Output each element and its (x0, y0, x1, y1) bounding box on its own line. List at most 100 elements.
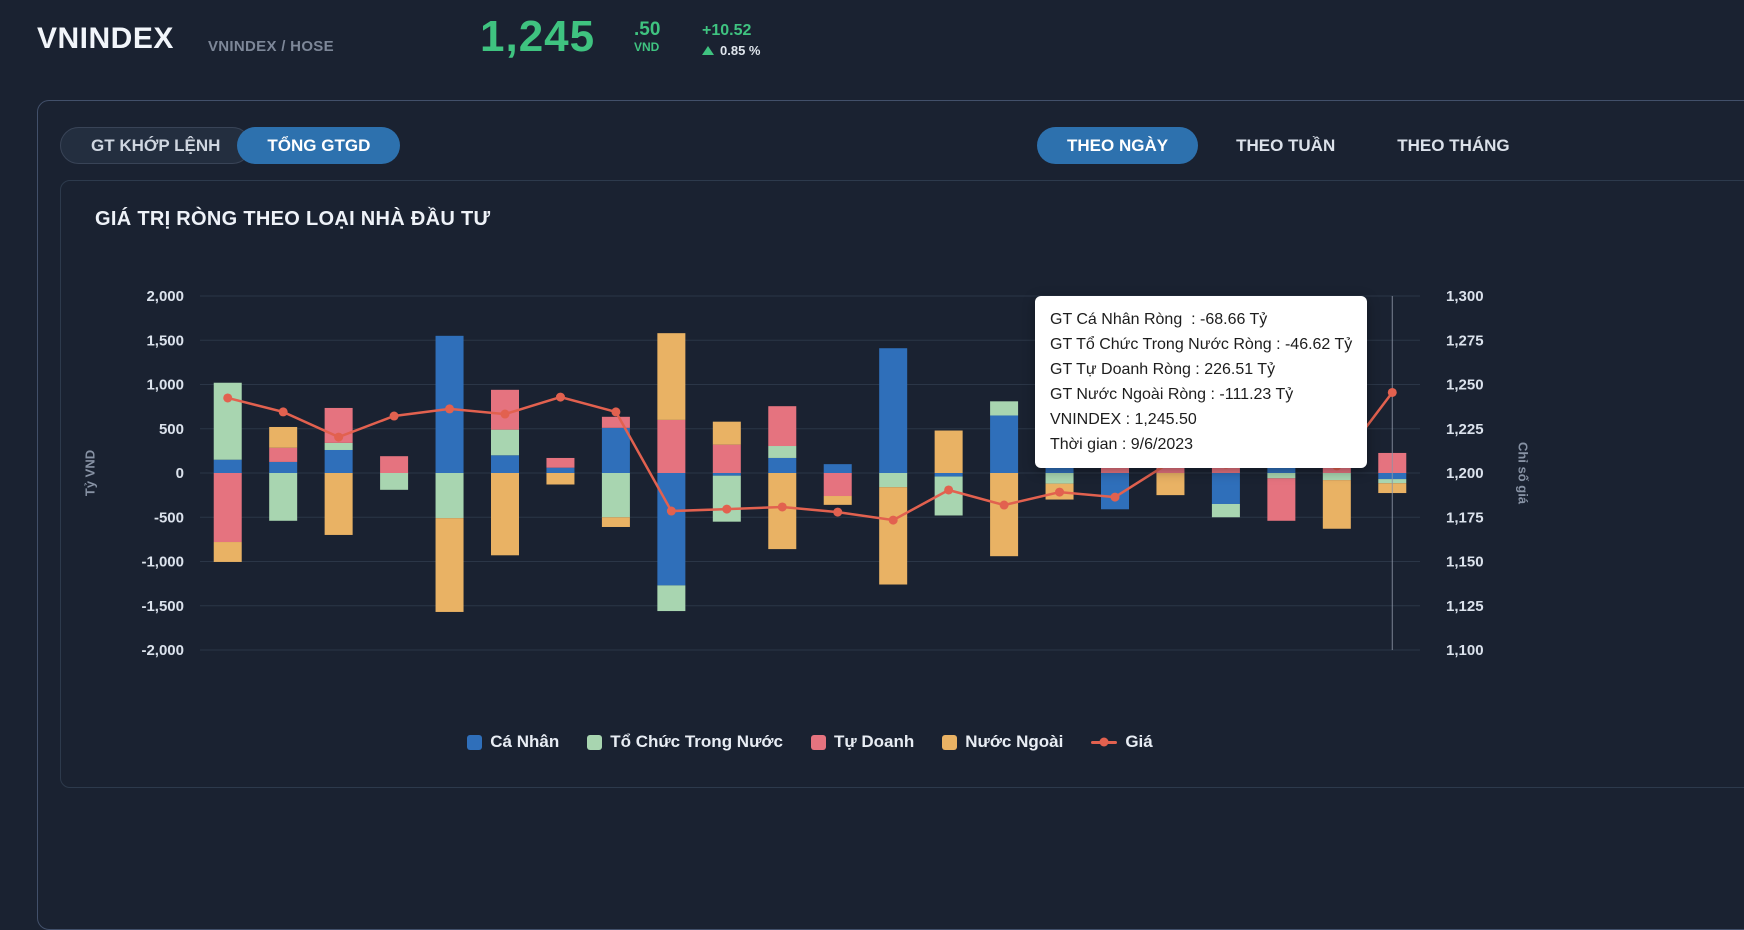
y-tick-right: 1,200 (1446, 465, 1484, 482)
header: VNINDEX VNINDEX / HOSE 1,245 .50 VND +10… (0, 0, 1744, 100)
legend-swatch-icon (467, 734, 483, 750)
period-tabs: THEO NGÀY THEO TUẦN THEO THÁNG (1037, 127, 1534, 164)
tab-gt-khop-lenh[interactable]: GT KHỚP LỆNH (60, 127, 252, 164)
bar-segment (213, 473, 242, 543)
price-decimal: .50 (634, 19, 661, 40)
net-value-chart[interactable]: 2,000 1,300 1,500 1,275 1,000 1,250 500 1,225 0 1… (60, 180, 1744, 786)
bar-segment (546, 457, 575, 468)
tab-theo-thang[interactable]: THEO THÁNG (1397, 135, 1510, 155)
symbol-exchange: VNINDEX / HOSE (208, 38, 334, 55)
chart-tooltip: GT Cá Nhân Ròng : -68.66 Tỷ GT Tổ Chức T… (1035, 296, 1368, 468)
symbol-title: VNINDEX (37, 22, 174, 55)
price-dot (722, 504, 732, 514)
bar-segment (823, 473, 852, 497)
bar-segment (879, 487, 908, 585)
value-type-tabs: GT KHỚP LỆNH TỔNG GTGD (60, 127, 401, 164)
bar-segment (380, 456, 409, 473)
y-tick-right: 1,175 (1446, 509, 1484, 526)
bar-segment (823, 464, 852, 473)
price-dot (500, 409, 510, 419)
legend-label: Giá (1125, 732, 1153, 751)
price-value: 1,245 (480, 12, 596, 61)
bar-segment (990, 473, 1019, 557)
y-tick-right: 1,300 (1446, 288, 1484, 305)
tooltip-line: Thời gian : 9/6/2023 (1050, 436, 1194, 453)
y-tick-right: 1,250 (1446, 377, 1484, 394)
chart-panel (60, 180, 1744, 788)
legend-item-1[interactable]: Tổ Chức Trong Nước (587, 732, 783, 752)
bar-segment (990, 415, 1019, 473)
bar-segment (601, 473, 630, 518)
bar-segment (491, 473, 519, 556)
price-dot (389, 411, 399, 421)
price-dot (334, 432, 344, 442)
bar-segment (269, 447, 298, 462)
price-dot (833, 507, 843, 517)
y-tick-left: 1,500 (146, 332, 184, 349)
bar-segment (1267, 478, 1296, 521)
bar-segment (324, 442, 353, 450)
price-dot (944, 485, 954, 495)
y-tick-right: 1,225 (1446, 421, 1484, 438)
bar-segment (657, 585, 686, 612)
y-tick-left: -1,500 (141, 598, 184, 615)
legend-item-3[interactable]: Nước Ngoài (942, 732, 1063, 752)
price-dot (666, 506, 676, 516)
y-tick-right: 1,100 (1446, 642, 1484, 659)
legend-item-2[interactable]: Tự Doanh (810, 732, 914, 752)
bar-segment (269, 473, 298, 521)
bar-segment (768, 457, 797, 473)
legend-label: Cá Nhân (490, 732, 560, 751)
bar-segment (1267, 473, 1296, 479)
bar-segment (269, 426, 298, 448)
tab-theo-ngay[interactable]: THEO NGÀY (1037, 127, 1199, 164)
bar-segment (213, 459, 242, 473)
y-tick-right: 1,150 (1446, 554, 1484, 571)
y-tick-left: 1,000 (146, 377, 184, 394)
legend-swatch-icon (587, 734, 603, 750)
price-dot (223, 393, 233, 403)
tab-theo-tuan[interactable]: THEO TUẦN (1236, 135, 1336, 155)
price-dot (555, 392, 565, 402)
legend-swatch-icon (942, 734, 958, 750)
bar-segment (657, 473, 686, 586)
y-axis-left-label: Tỷ VND (82, 449, 98, 497)
price-change: +10.52 (702, 22, 752, 39)
y-tick-left: 2,000 (146, 288, 184, 305)
bar-segment (435, 335, 464, 473)
tab-tong-gtgd[interactable]: TỔNG GTGD (237, 127, 401, 164)
bar-segment (380, 473, 409, 490)
tooltip-line: GT Nước Ngoài Ròng : -111.23 Tỷ (1050, 386, 1294, 403)
bar-segment (491, 429, 519, 456)
bar-segment (1267, 464, 1296, 473)
legend-line-icon (1091, 737, 1118, 747)
chart-title: GIÁ TRỊ RÒNG THEO LOẠI NHÀ ĐẦU TƯ (95, 208, 491, 230)
bar-segment (1211, 473, 1240, 504)
bar-segment (213, 542, 242, 562)
bar-segment (768, 406, 797, 447)
y-tick-left: -500 (154, 509, 184, 526)
bar-segment (1156, 473, 1185, 496)
bar-segment (601, 416, 630, 428)
y-tick-left: 500 (159, 421, 184, 438)
tooltip-line: GT Cá Nhân Ròng : -68.66 Tỷ (1050, 311, 1268, 328)
legend-label: Nước Ngoài (965, 732, 1064, 751)
bar-segment (324, 449, 353, 473)
price-dot (1110, 492, 1120, 502)
price-currency: VND (634, 40, 660, 54)
price-dot (777, 502, 787, 512)
price-change-percent: 0.85 % (720, 43, 761, 58)
y-tick-right: 1,125 (1446, 598, 1484, 615)
bar-segment (1211, 503, 1240, 518)
legend-item-0[interactable]: Cá Nhân (467, 732, 559, 752)
bar-segment (324, 473, 353, 535)
legend-item-4[interactable]: Giá (1091, 732, 1153, 752)
price-dot (611, 407, 621, 417)
price-dot (888, 515, 898, 525)
bar-segment (657, 333, 686, 420)
bar-segment (712, 475, 741, 522)
tooltip-line: GT Tổ Chức Trong Nước Ròng : -46.62 Tỷ (1050, 336, 1353, 353)
y-tick-left: -2,000 (141, 642, 184, 659)
price-dot (1387, 387, 1397, 397)
y-tick-right: 1,275 (1446, 332, 1484, 349)
